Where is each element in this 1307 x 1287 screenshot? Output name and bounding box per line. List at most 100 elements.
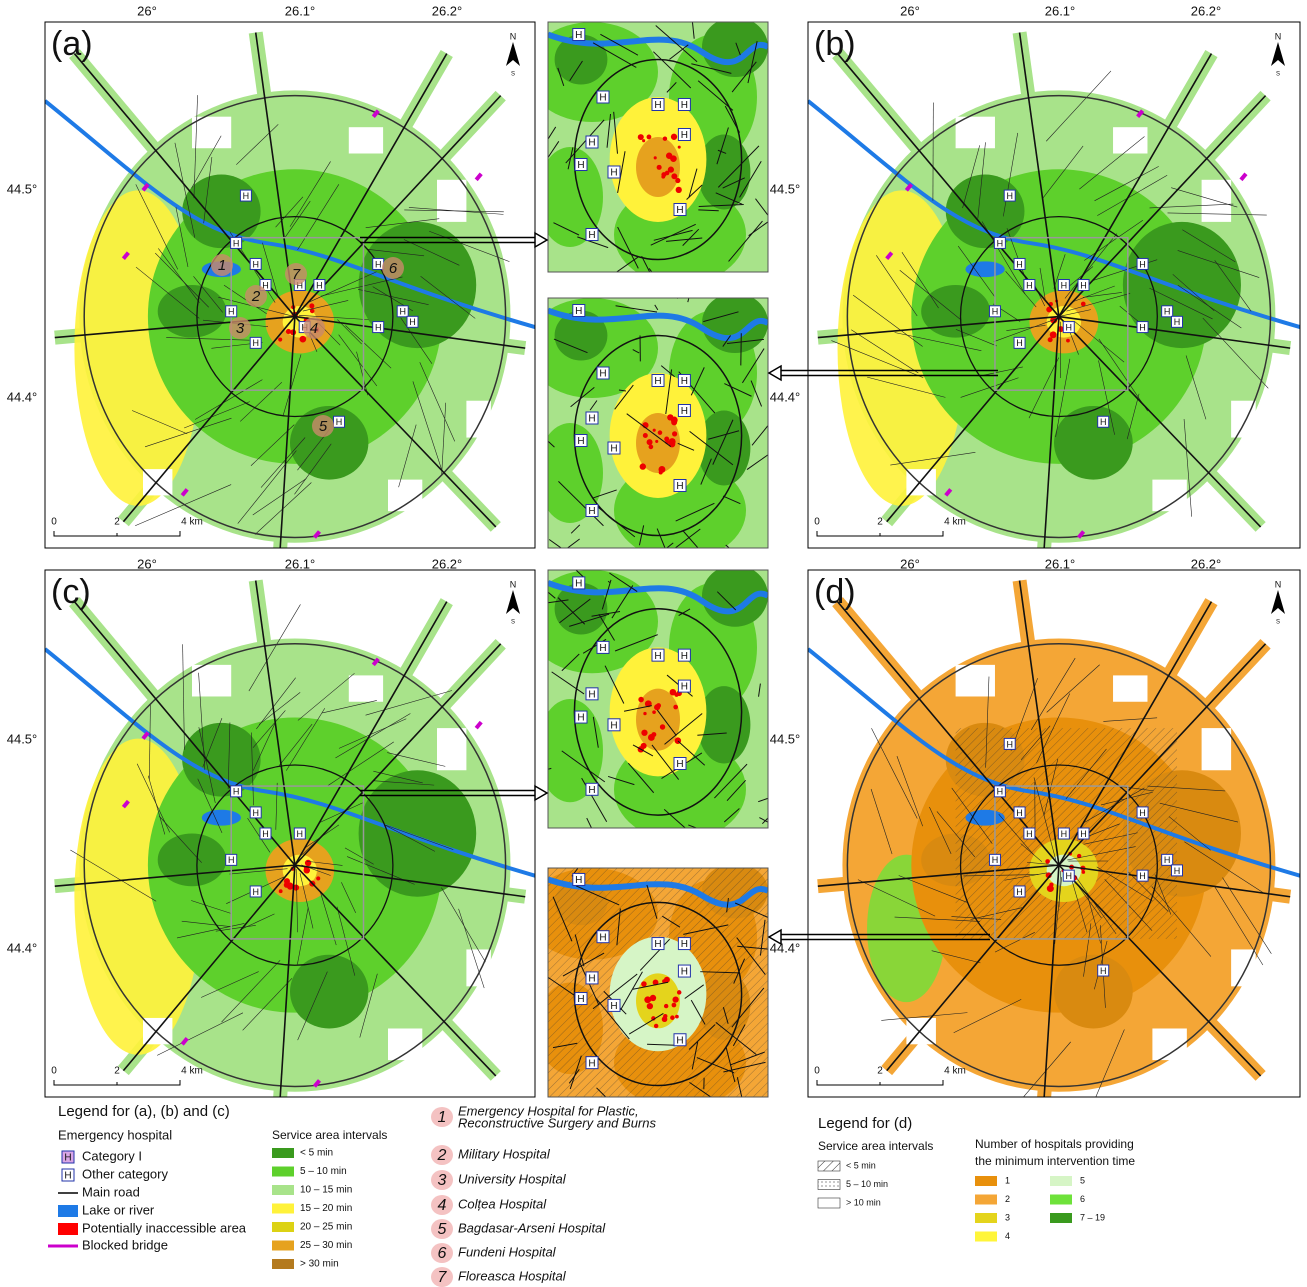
minor-road [851, 329, 919, 374]
inaccessible-area [677, 145, 681, 149]
minor-road [857, 879, 936, 917]
road [557, 67, 565, 87]
road [553, 222, 580, 236]
minor-road [286, 708, 326, 771]
hospital-number: 2 [437, 1147, 447, 1164]
hospital-marker-letter: H [654, 939, 661, 950]
hospital-marker-box [673, 479, 687, 492]
inaccessible-area [662, 136, 668, 141]
hospital-marker-box [333, 415, 345, 428]
scale-label: 2 [114, 1066, 120, 1077]
hospital-marker-box [596, 366, 610, 380]
hospital-marker-box [677, 374, 691, 387]
road [698, 204, 744, 207]
hospital-marker-letter: H [599, 932, 606, 943]
road [567, 147, 574, 170]
service-area-core [548, 147, 603, 247]
legend-category-1-icon [61, 1150, 75, 1164]
minor-road [344, 847, 374, 865]
hospital-name: Military Hospital [458, 1146, 551, 1161]
hospital-marker-letter: H [676, 759, 683, 770]
hospital-marker-letter: H [681, 406, 688, 417]
north-label: N [1275, 31, 1282, 41]
minor-road [1036, 693, 1071, 764]
road [746, 454, 768, 470]
hospital-marker-letter: H [1016, 887, 1023, 897]
minor-road [870, 788, 893, 855]
hospital-number: 1 [438, 1109, 447, 1126]
minor-road [275, 196, 304, 228]
road [570, 524, 581, 534]
minor-road [890, 452, 976, 466]
hospital-marker-letter: H [316, 280, 323, 290]
minor-road [1126, 393, 1140, 440]
hospital-marker-box [677, 937, 691, 951]
road [717, 145, 760, 188]
unserved-area [143, 1017, 173, 1045]
unserved-area [1201, 728, 1232, 771]
minor-road [356, 351, 369, 396]
road [750, 380, 763, 407]
inaccessible-area [657, 430, 663, 435]
road [548, 539, 563, 548]
minor-road [135, 184, 179, 270]
hospital-marker-box [574, 992, 588, 1006]
legend-subtitle: the minimum intervention time [975, 1154, 1135, 1168]
hospital-marker-box [585, 135, 599, 149]
legend-swatch [272, 1166, 294, 1177]
road [653, 229, 693, 241]
main-road [1058, 864, 1262, 1077]
unserved-area [1152, 479, 1187, 512]
inaccessible-area [656, 164, 662, 170]
unserved-area [192, 116, 232, 149]
scale-bar [53, 531, 181, 537]
latitude-label: 44.5° [7, 181, 38, 196]
minor-road [197, 778, 223, 833]
hospital-marker-box [249, 336, 262, 349]
road [722, 335, 731, 347]
road [616, 908, 621, 946]
road [736, 937, 766, 975]
latitude-label: 44.4° [770, 940, 801, 955]
minor-road [881, 1012, 968, 1021]
minor-road [963, 874, 1039, 877]
road [715, 1022, 757, 1055]
unserved-area [906, 469, 936, 496]
service-area-core [358, 770, 477, 897]
minor-road [345, 325, 392, 369]
legend-swatch [1050, 1194, 1072, 1205]
legend-item: 7 – 19 [1080, 1212, 1105, 1222]
road [632, 349, 640, 354]
minor-road [458, 908, 485, 989]
road [722, 1007, 729, 1024]
hospital-number-bg [229, 317, 251, 339]
road [592, 489, 617, 499]
road [559, 598, 591, 624]
road [696, 1057, 735, 1074]
minor-road [252, 721, 276, 771]
legend-lake [58, 1205, 78, 1217]
legend-subtitle: Service area intervals [818, 1139, 933, 1153]
minor-road [319, 802, 364, 823]
inner-ring-road [959, 764, 1158, 966]
inaccessible-area [646, 1002, 654, 1010]
hospital-number-bg [431, 1145, 453, 1165]
hospital-marker-box [259, 827, 272, 840]
minor-road [193, 95, 198, 199]
minor-road [1185, 355, 1207, 420]
latitude-label: 44.5° [770, 181, 801, 196]
minor-road [894, 916, 980, 922]
legend-swatch [1050, 1213, 1072, 1223]
minor-road [898, 875, 967, 903]
hospital-marker-letter: H [336, 417, 343, 427]
inaccessible-area [647, 734, 655, 741]
hospital-name: Emergency Hospital for Plastic, [458, 1103, 639, 1118]
road [592, 42, 637, 68]
hospital-number: 2 [251, 288, 261, 305]
minor-road [871, 728, 918, 819]
road [566, 538, 580, 548]
minor-road [977, 142, 986, 219]
minor-road [191, 135, 222, 189]
inaccessible-area [642, 433, 648, 439]
unserved-area [437, 179, 467, 222]
